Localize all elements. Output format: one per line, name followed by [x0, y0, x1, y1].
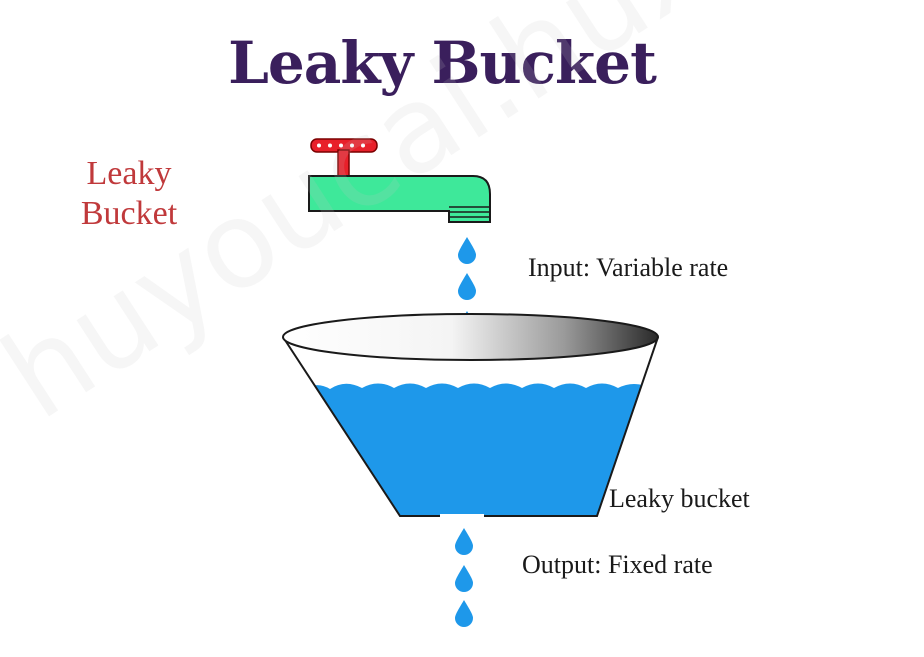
water-drop-icon [455, 565, 473, 592]
side-label-line1: Leaky [86, 155, 172, 192]
water-drop-icon [458, 237, 476, 264]
side-label-line2: Bucket [80, 195, 178, 232]
input-caption: Input: Variable rate [528, 253, 729, 282]
water-drop-icon [458, 273, 476, 300]
output-drops [455, 528, 473, 627]
slide-title: Leaky Bucket [228, 29, 657, 97]
bucket-rim [282, 313, 659, 361]
faucet-body [308, 175, 491, 223]
water-drop-icon [455, 600, 473, 627]
bucket-water [300, 383, 650, 516]
bucket-icon [282, 313, 659, 519]
side-label: Leaky Bucket [62, 154, 196, 234]
faucet-icon [308, 138, 491, 223]
water-drop-icon [455, 528, 473, 555]
leak-hole [440, 514, 484, 519]
output-caption: Output: Fixed rate [522, 550, 713, 579]
bucket-caption: Leaky bucket [609, 484, 750, 513]
